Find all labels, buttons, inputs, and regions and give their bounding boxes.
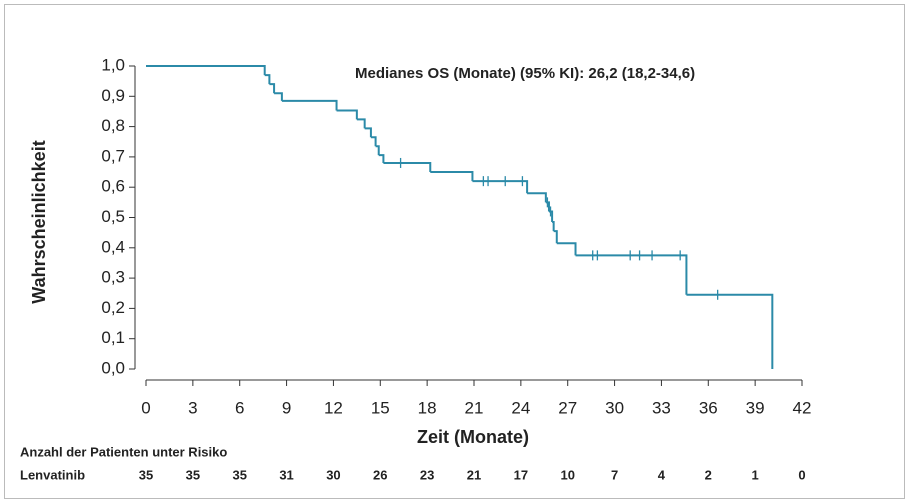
x-tick-label: 39 — [746, 398, 765, 417]
y-tick-label: 0,6 — [101, 177, 125, 196]
x-tick-label: 42 — [793, 398, 812, 417]
survival-step — [378, 154, 385, 163]
risk-value: 35 — [139, 467, 153, 482]
frame — [4, 4, 905, 499]
survival-step — [264, 74, 271, 85]
risk-value: 0 — [798, 467, 805, 482]
x-tick-label: 6 — [235, 398, 244, 417]
risk-value: 35 — [186, 467, 200, 482]
y-axis-title: Wahrscheinlichkeit — [29, 140, 49, 303]
risk-value: 2 — [705, 467, 712, 482]
risk-table-title: Anzahl der Patienten unter Risiko — [20, 444, 227, 459]
survival-step — [575, 254, 688, 295]
survival-step — [274, 92, 283, 101]
y-tick-label: 0,9 — [101, 86, 125, 105]
x-tick-label: 24 — [511, 398, 530, 417]
y-tick-label: 0,3 — [101, 268, 125, 287]
y-tick-label: 1,0 — [101, 55, 125, 74]
risk-value: 17 — [514, 467, 528, 482]
survival-step — [356, 118, 366, 129]
survival-step — [556, 242, 577, 256]
risk-row-name: Lenvatinib — [20, 467, 85, 482]
survival-step — [375, 145, 380, 156]
x-tick-label: 9 — [282, 398, 291, 417]
risk-value: 30 — [326, 467, 340, 482]
survival-step — [552, 221, 555, 232]
annotation: Medianes OS (Monate) (95% KI): 26,2 (18,… — [355, 65, 695, 82]
x-tick-label: 12 — [324, 398, 343, 417]
risk-value: 7 — [611, 467, 618, 482]
survival-step — [472, 180, 529, 194]
y-tick-label: 0,8 — [101, 116, 125, 135]
y-tick-label: 0,0 — [101, 358, 125, 377]
x-tick-label: 3 — [188, 398, 197, 417]
survival-step — [527, 192, 547, 203]
survival-step — [430, 171, 474, 182]
x-tick-label: 33 — [652, 398, 671, 417]
risk-value: 1 — [752, 467, 759, 482]
x-tick-label: 18 — [418, 398, 437, 417]
survival-step — [146, 65, 266, 76]
survival-step — [383, 161, 432, 173]
survival-step — [364, 127, 372, 138]
survival-step — [370, 136, 377, 147]
survival-step — [553, 230, 558, 244]
survival-step — [269, 83, 276, 94]
risk-value: 31 — [279, 467, 293, 482]
x-tick-label: 21 — [465, 398, 484, 417]
y-tick-label: 0,4 — [101, 237, 125, 256]
y-tick-label: 0,2 — [101, 298, 125, 317]
risk-value: 23 — [420, 467, 434, 482]
risk-value: 4 — [658, 467, 666, 482]
risk-value: 26 — [373, 467, 387, 482]
risk-value: 10 — [560, 467, 574, 482]
risk-value: 35 — [232, 467, 246, 482]
y-tick-label: 0,7 — [101, 146, 125, 165]
risk-value: 21 — [467, 467, 481, 482]
x-tick-label: 27 — [558, 398, 577, 417]
y-tick-label: 0,1 — [101, 328, 125, 347]
x-tick-label: 0 — [141, 398, 150, 417]
y-tick-label: 0,5 — [101, 207, 125, 226]
survival-step — [281, 99, 338, 111]
survival-step — [686, 293, 774, 369]
x-axis-title: Zeit (Monate) — [417, 427, 529, 447]
survival-step — [336, 109, 358, 120]
x-tick-label: 36 — [699, 398, 718, 417]
x-tick-label: 30 — [605, 398, 624, 417]
x-tick-label: 15 — [371, 398, 390, 417]
